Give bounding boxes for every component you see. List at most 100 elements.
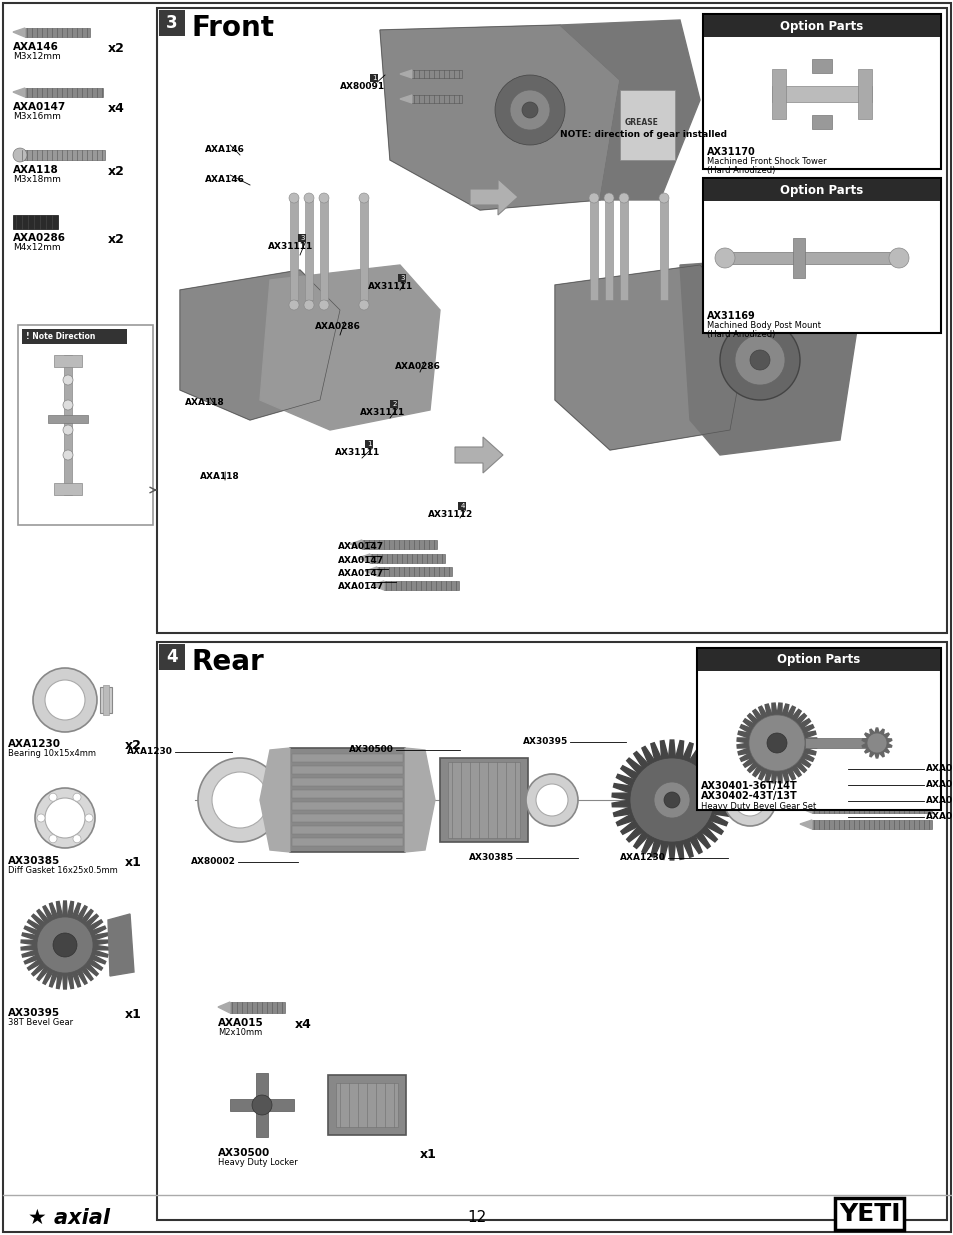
Bar xyxy=(157,7,946,634)
Text: AX30395: AX30395 xyxy=(8,1008,60,1018)
Polygon shape xyxy=(31,962,46,976)
Text: Machined Front Shock Tower: Machined Front Shock Tower xyxy=(706,157,825,165)
Polygon shape xyxy=(24,955,40,963)
Polygon shape xyxy=(350,540,361,550)
Polygon shape xyxy=(713,800,731,806)
Polygon shape xyxy=(800,788,811,797)
Bar xyxy=(811,115,831,128)
Polygon shape xyxy=(764,769,771,782)
Polygon shape xyxy=(24,926,40,936)
Bar xyxy=(298,233,306,242)
Polygon shape xyxy=(758,767,766,779)
Circle shape xyxy=(73,835,81,842)
Text: ★ axial: ★ axial xyxy=(28,1208,110,1228)
Polygon shape xyxy=(620,820,639,835)
Polygon shape xyxy=(218,1002,230,1013)
Polygon shape xyxy=(43,905,53,921)
Polygon shape xyxy=(869,751,874,757)
Polygon shape xyxy=(790,764,801,777)
Polygon shape xyxy=(708,814,727,826)
Polygon shape xyxy=(800,820,811,829)
Polygon shape xyxy=(764,704,771,716)
Polygon shape xyxy=(668,842,675,860)
Text: Front: Front xyxy=(192,14,274,42)
Text: Bearing 10x15x4mm: Bearing 10x15x4mm xyxy=(8,748,96,758)
Polygon shape xyxy=(626,826,643,842)
Polygon shape xyxy=(790,709,801,721)
Text: AX31111: AX31111 xyxy=(368,282,413,291)
Circle shape xyxy=(35,788,95,848)
Polygon shape xyxy=(700,826,717,842)
Circle shape xyxy=(358,193,369,203)
Text: M3x16mm: M3x16mm xyxy=(13,112,61,121)
Polygon shape xyxy=(650,742,661,762)
Polygon shape xyxy=(802,748,815,755)
Text: AX31111: AX31111 xyxy=(335,448,380,457)
Text: AXA1230: AXA1230 xyxy=(8,739,61,748)
Circle shape xyxy=(63,450,73,459)
Text: AX31112: AX31112 xyxy=(428,510,473,519)
Polygon shape xyxy=(37,909,50,925)
Polygon shape xyxy=(260,748,290,852)
Text: Option Parts: Option Parts xyxy=(777,653,860,667)
Text: AXA118: AXA118 xyxy=(13,165,59,175)
Polygon shape xyxy=(800,772,811,781)
Text: AX30401-36T/14T: AX30401-36T/14T xyxy=(700,781,797,790)
Polygon shape xyxy=(612,793,630,800)
Text: AXA118: AXA118 xyxy=(200,472,239,480)
Text: (Hard Anodized): (Hard Anodized) xyxy=(706,165,775,175)
Circle shape xyxy=(714,248,734,268)
Text: AXA015: AXA015 xyxy=(218,1018,263,1028)
Circle shape xyxy=(49,793,57,802)
Text: 3: 3 xyxy=(166,14,177,32)
Polygon shape xyxy=(262,1099,294,1112)
Text: AXA0147: AXA0147 xyxy=(337,569,384,578)
Bar xyxy=(589,200,598,300)
Polygon shape xyxy=(803,739,816,743)
Polygon shape xyxy=(91,932,108,940)
Bar xyxy=(100,687,112,713)
Circle shape xyxy=(525,774,578,826)
Circle shape xyxy=(588,193,598,203)
Circle shape xyxy=(536,784,567,816)
Text: AXA0147: AXA0147 xyxy=(13,103,66,112)
Bar xyxy=(319,200,328,300)
Polygon shape xyxy=(63,902,68,918)
Circle shape xyxy=(866,734,886,753)
Bar xyxy=(702,178,940,333)
Bar xyxy=(412,95,461,103)
Polygon shape xyxy=(694,752,710,769)
Bar xyxy=(439,758,527,842)
Text: AX30395: AX30395 xyxy=(522,737,567,746)
Polygon shape xyxy=(681,839,693,857)
Polygon shape xyxy=(633,831,648,848)
Bar xyxy=(619,90,675,161)
Text: Option Parts: Option Parts xyxy=(780,184,862,196)
Polygon shape xyxy=(21,945,37,950)
Text: 4: 4 xyxy=(166,648,177,666)
Text: AXA015: AXA015 xyxy=(925,813,953,821)
Text: ! Note Direction: ! Note Direction xyxy=(26,332,95,341)
Text: AX30402-43T/13T: AX30402-43T/13T xyxy=(700,790,797,802)
Polygon shape xyxy=(76,905,87,921)
Polygon shape xyxy=(28,958,43,971)
Polygon shape xyxy=(679,254,859,454)
Bar xyxy=(48,415,88,424)
Text: AX80002: AX80002 xyxy=(191,857,235,867)
Polygon shape xyxy=(711,783,730,793)
Polygon shape xyxy=(399,95,412,103)
Text: 12: 12 xyxy=(467,1210,486,1225)
Polygon shape xyxy=(801,752,813,761)
Polygon shape xyxy=(786,706,795,719)
Text: 3: 3 xyxy=(399,275,404,282)
Polygon shape xyxy=(80,909,93,925)
Polygon shape xyxy=(786,767,795,779)
Polygon shape xyxy=(742,757,755,767)
Circle shape xyxy=(304,300,314,310)
Text: AXA0147: AXA0147 xyxy=(337,542,384,551)
Polygon shape xyxy=(704,820,722,835)
Bar xyxy=(702,14,940,169)
Bar xyxy=(361,540,436,550)
Polygon shape xyxy=(616,814,635,826)
Circle shape xyxy=(37,918,92,973)
